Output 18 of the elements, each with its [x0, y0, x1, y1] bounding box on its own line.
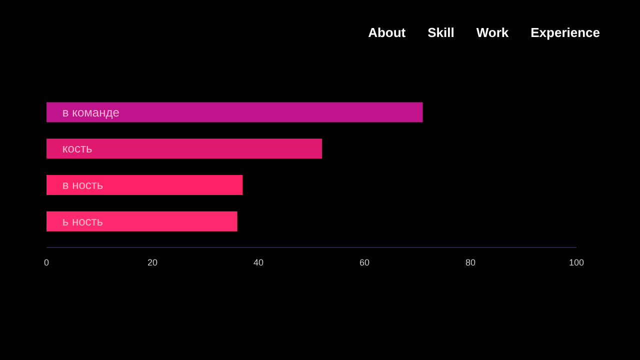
x-tick-label: 100	[568, 258, 584, 268]
text: Experience	[530, 25, 600, 40]
x-tick-label: 60	[359, 258, 370, 268]
text: Work	[476, 25, 509, 40]
y-tick-label: в команде	[62, 105, 120, 120]
x-tick-label: 0	[44, 258, 50, 268]
x-tick-label: 20	[147, 258, 158, 268]
text: About	[368, 25, 406, 40]
y-tick-label: кость	[62, 142, 92, 156]
y-tick-label: в ность	[62, 178, 104, 192]
bar	[46, 211, 238, 232]
text: Skill	[428, 25, 454, 40]
x-tick-label: 80	[465, 258, 476, 268]
bar	[46, 174, 243, 195]
bar	[46, 102, 423, 122]
y-tick-label: ь ность	[62, 214, 104, 228]
bar	[46, 138, 322, 159]
x-tick-label: 40	[253, 258, 264, 268]
